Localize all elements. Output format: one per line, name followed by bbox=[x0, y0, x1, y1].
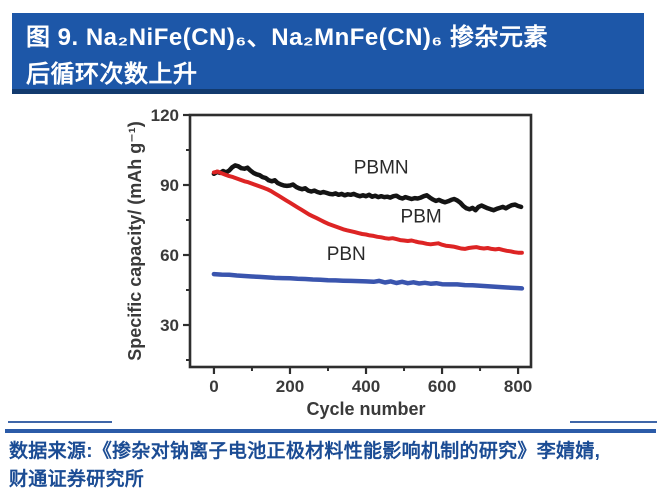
y-tick-label: 120 bbox=[151, 106, 179, 125]
y-tick-label: 60 bbox=[160, 246, 179, 265]
rule-segment-left bbox=[8, 421, 112, 423]
x-tick-label: 600 bbox=[428, 377, 456, 396]
source-note: 数据来源:《掺杂对钠离子电池正极材料性能影响机制的研究》李婧婧, 财通证券研究所 bbox=[9, 438, 657, 494]
y-tick-label: 30 bbox=[160, 316, 179, 335]
x-tick-label: 400 bbox=[352, 377, 380, 396]
x-tick-label: 0 bbox=[209, 377, 218, 396]
rule-segment-right bbox=[570, 421, 657, 423]
x-tick-label: 200 bbox=[276, 377, 304, 396]
figure-title-line2: 后循环次数上升 bbox=[26, 61, 198, 88]
series-label-pbn: PBN bbox=[327, 244, 366, 265]
series-line-pbn bbox=[211, 271, 525, 291]
x-tick-label: 800 bbox=[504, 377, 532, 396]
series-line-pbmn bbox=[211, 163, 524, 213]
y-axis-title: Specific capacity/ (mAh g⁻¹) bbox=[125, 121, 145, 361]
series-label-pbmn: PBMN bbox=[354, 157, 409, 178]
series-label-pbm: PBM bbox=[401, 206, 442, 227]
source-note-line2: 财通证券研究所 bbox=[9, 469, 145, 490]
source-note-line1: 数据来源:《掺杂对钠离子电池正极材料性能影响机制的研究》李婧婧, bbox=[9, 441, 601, 462]
y-tick-label: 90 bbox=[160, 176, 179, 195]
x-axis-title: Cycle number bbox=[306, 399, 425, 419]
figure-title-banner: 图 9. Na₂NiFe(CN)₆、Na₂MnFe(CN)₆ 掺杂元素 后循环次… bbox=[12, 13, 644, 94]
series-line-pbm bbox=[211, 169, 524, 255]
divider-rule bbox=[5, 429, 656, 433]
figure-title-line1: 图 9. Na₂NiFe(CN)₆、Na₂MnFe(CN)₆ 掺杂元素 bbox=[26, 24, 548, 51]
plot-frame bbox=[188, 113, 533, 369]
